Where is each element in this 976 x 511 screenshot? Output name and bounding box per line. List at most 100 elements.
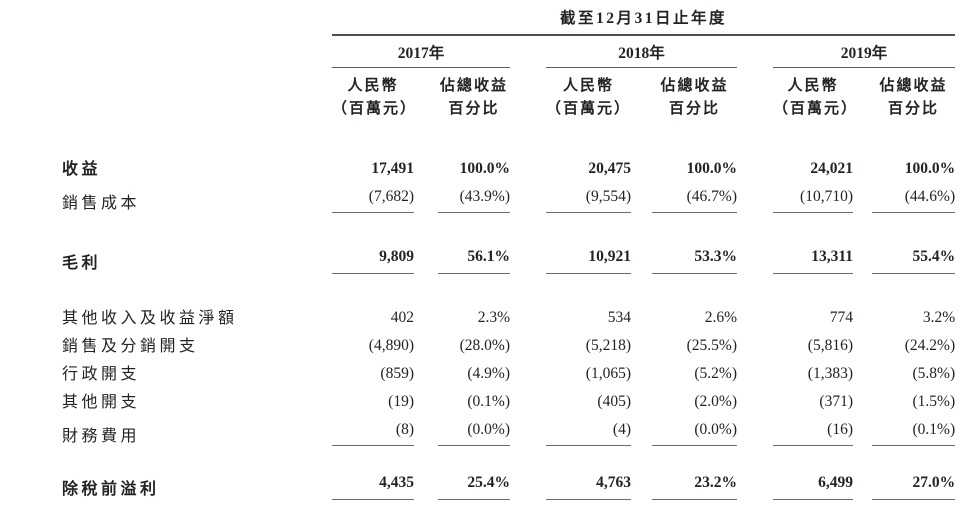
value-cell: (371)	[819, 393, 853, 411]
group-gap	[737, 151, 773, 179]
value-cell: (28.0%)	[459, 337, 510, 355]
column-gap	[631, 300, 652, 328]
value-cell: (16)	[773, 411, 853, 447]
group-gap	[510, 412, 546, 446]
value-cell: 2.3%	[477, 309, 510, 327]
value-cell: 55.4%	[872, 239, 956, 274]
value-cell: 24,021	[810, 160, 853, 178]
year-header-row: 2017年 2018年 2019年	[62, 34, 956, 69]
group-gap	[737, 328, 773, 356]
table-row-cost-of-sales: 銷售成本 (7,682) (43.9%) (9,554) (46.7%) (10…	[62, 178, 956, 214]
empty-cell	[62, 35, 332, 68]
value-cell: 53.3%	[652, 239, 737, 274]
column-gap	[414, 384, 438, 412]
value-cell: (24.2%)	[904, 337, 956, 355]
empty-cell	[62, 68, 332, 122]
value-cell: 25.4%	[438, 465, 510, 500]
column-gap	[631, 328, 652, 356]
rmb-millions-header: 人民幣 （百萬元）	[546, 68, 631, 122]
value-cell: 4,763	[546, 465, 631, 500]
value-cell: (4.9%)	[467, 365, 510, 383]
value-cell: (5,816)	[807, 337, 853, 355]
subheader-row: 人民幣 （百萬元） 佔總收益 百分比 人民幣 （百萬元） 佔總收益 百分比 人民…	[62, 68, 955, 122]
column-gap	[631, 465, 652, 499]
value-cell: (0.0%)	[652, 411, 737, 447]
value-cell: 100.0%	[459, 160, 510, 178]
value-cell: (4)	[546, 411, 631, 447]
pct-of-revenue-header: 佔總收益 百分比	[652, 68, 737, 122]
row-label: 財務費用	[62, 427, 141, 445]
value-cell: 100.0%	[686, 160, 737, 178]
column-gap	[414, 412, 438, 446]
value-cell: 23.2%	[652, 465, 737, 500]
spacer-row	[62, 213, 955, 240]
pct-of-revenue-header: 佔總收益 百分比	[872, 68, 955, 122]
pct-label-line1: 佔總收益	[439, 78, 508, 95]
column-gap	[853, 179, 872, 213]
row-label: 行政開支	[62, 365, 141, 383]
spacer	[62, 122, 955, 151]
column-gap	[414, 356, 438, 384]
value-cell: (9,554)	[546, 178, 631, 214]
column-gap	[853, 384, 872, 412]
column-gap	[631, 384, 652, 412]
spacer-row	[62, 446, 955, 466]
group-gap	[510, 356, 546, 384]
row-label: 銷售及分銷開支	[62, 337, 199, 355]
pct-label-line1: 佔總收益	[660, 78, 729, 95]
millions-label: （百萬元）	[332, 101, 418, 118]
group-gap	[510, 68, 546, 122]
group-gap	[737, 412, 773, 446]
group-gap	[510, 179, 546, 213]
value-cell: 774	[829, 309, 853, 327]
column-gap	[631, 68, 652, 122]
column-gap	[631, 412, 652, 446]
value-cell: (1,383)	[807, 365, 853, 383]
value-cell: (1.5%)	[912, 393, 956, 411]
year-header-2019: 2019年	[773, 34, 956, 69]
column-gap	[414, 300, 438, 328]
value-cell: 402	[390, 309, 414, 327]
column-gap	[631, 239, 652, 273]
column-gap	[853, 356, 872, 384]
value-cell: (10,710)	[773, 178, 853, 214]
spacer	[62, 446, 955, 466]
value-cell: (405)	[597, 393, 631, 411]
spacer-row	[62, 122, 955, 151]
value-cell: 2.6%	[704, 309, 737, 327]
value-cell: (5,218)	[585, 337, 631, 355]
rmb-label: 人民幣	[562, 78, 614, 95]
value-cell: 13,311	[773, 239, 853, 274]
group-gap	[510, 151, 546, 179]
value-cell: (859)	[380, 365, 414, 383]
value-cell: 27.0%	[872, 465, 956, 500]
value-cell: (0.0%)	[438, 411, 510, 447]
column-gap	[414, 179, 438, 213]
group-gap	[737, 239, 773, 273]
empty-corner-cell	[62, 10, 332, 35]
value-cell: (4,890)	[368, 337, 414, 355]
rmb-label: 人民幣	[347, 78, 399, 95]
value-cell: (5.8%)	[912, 365, 956, 383]
group-gap	[510, 300, 546, 328]
row-label: 其他開支	[62, 393, 141, 411]
value-cell: (1,065)	[585, 365, 631, 383]
value-cell: (44.6%)	[872, 178, 956, 214]
value-cell: (7,682)	[332, 178, 414, 214]
group-gap	[737, 300, 773, 328]
value-cell: (25.5%)	[686, 337, 737, 355]
column-gap	[414, 239, 438, 273]
millions-label: （百萬元）	[546, 101, 632, 118]
value-cell: (43.9%)	[438, 178, 510, 214]
pct-of-revenue-header: 佔總收益 百分比	[438, 68, 510, 122]
pct-label-line2: 百分比	[888, 101, 940, 118]
value-cell: 9,809	[332, 239, 414, 274]
spacer	[62, 273, 955, 300]
value-cell: 534	[607, 309, 631, 327]
value-cell: 17,491	[371, 160, 414, 178]
table-row-profit-before-tax: 除稅前溢利 4,435 25.4% 4,763 23.2% 6,499 27.0…	[62, 465, 956, 500]
table-row-other-expenses: 其他開支 (19) (0.1%) (405) (2.0%) (371) (1.5…	[62, 384, 955, 412]
pct-label-line2: 百分比	[668, 101, 720, 118]
column-gap	[414, 68, 438, 122]
value-cell: (8)	[332, 411, 414, 447]
